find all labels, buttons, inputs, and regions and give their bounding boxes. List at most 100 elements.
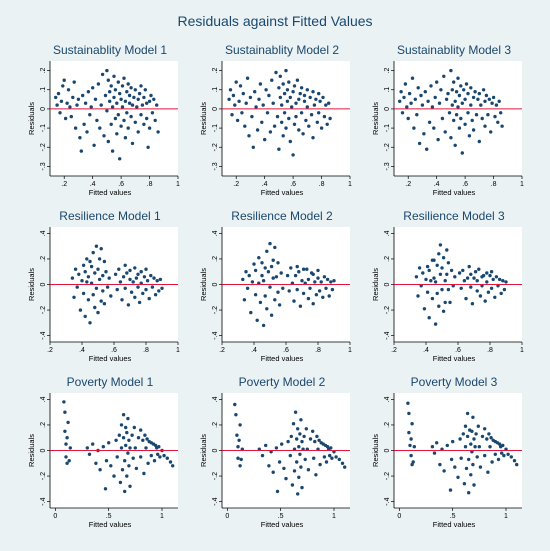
x-tick-label: 1 [520, 347, 524, 354]
y-tick-label: .2 [384, 256, 391, 262]
data-point [98, 126, 102, 130]
x-tick-label: .2 [233, 181, 239, 188]
data-point [146, 461, 150, 465]
data-point [68, 446, 73, 450]
data-point [269, 264, 274, 269]
data-point [302, 99, 307, 104]
x-axis-label: Fitted values [261, 354, 304, 363]
data-point [287, 289, 291, 293]
data-point [296, 492, 300, 496]
data-point [308, 95, 312, 100]
data-point [234, 80, 238, 84]
data-point [440, 287, 444, 292]
data-point [270, 78, 274, 82]
data-point [126, 303, 131, 307]
data-point [499, 111, 503, 115]
data-point [459, 286, 463, 290]
y-tick-label: .4 [212, 396, 219, 402]
data-point [459, 456, 463, 460]
data-point [469, 103, 473, 107]
data-point [168, 460, 173, 464]
data-point [462, 88, 466, 92]
data-point [456, 76, 460, 80]
data-point [294, 101, 298, 105]
data-point [117, 433, 122, 437]
data-point [413, 97, 417, 102]
data-point [116, 80, 121, 84]
data-point [75, 103, 79, 107]
data-point [83, 101, 88, 105]
data-point [81, 93, 85, 98]
data-point [456, 475, 460, 479]
data-point [469, 272, 473, 276]
data-point [137, 300, 142, 305]
data-point [407, 411, 411, 416]
data-point [89, 264, 94, 269]
x-tick-label: .2 [61, 181, 67, 188]
data-point [422, 307, 427, 311]
data-point [489, 130, 493, 134]
data-point [269, 313, 274, 317]
y-tick-label: -.4 [384, 331, 391, 339]
data-point [92, 143, 96, 147]
data-point [471, 95, 476, 100]
data-point [238, 423, 242, 427]
data-point [327, 294, 331, 298]
data-point [110, 105, 115, 109]
x-tick-label: 1 [176, 181, 180, 188]
data-point [277, 147, 281, 151]
data-point [295, 437, 299, 441]
data-point [120, 105, 125, 109]
data-point [452, 80, 456, 84]
data-point [470, 302, 475, 306]
y-tick-label: .2 [212, 68, 219, 74]
data-point [265, 249, 269, 253]
y-tick-label: .2 [40, 68, 47, 74]
data-point [88, 113, 92, 117]
data-point [340, 461, 345, 465]
data-point [261, 103, 265, 107]
data-point [279, 271, 283, 275]
data-point [432, 258, 436, 262]
data-point [316, 276, 320, 280]
data-point [454, 90, 459, 94]
data-point [479, 103, 483, 107]
y-axis-label: Residuals [27, 434, 36, 467]
data-point [292, 469, 297, 473]
data-point [81, 263, 86, 267]
data-point [112, 474, 116, 478]
data-point [65, 101, 69, 105]
data-point [230, 113, 234, 117]
x-tick-label: .5 [278, 513, 284, 520]
x-tick-label: 0 [397, 513, 401, 520]
data-point [102, 302, 107, 306]
data-point [424, 277, 428, 282]
data-point [433, 95, 437, 100]
scatter-panel-9: Poverty Model 3 -.4 -.2 0 .2 .4 0 .5 1 Fitted val… [371, 375, 522, 529]
data-point [317, 111, 321, 115]
data-point [291, 422, 296, 426]
data-point [118, 280, 123, 284]
data-point [115, 132, 119, 136]
data-point [319, 126, 324, 130]
data-point [69, 114, 74, 119]
y-tick-label: 0 [384, 107, 391, 111]
data-point [405, 105, 409, 109]
data-point [466, 91, 470, 96]
data-point [123, 263, 127, 267]
data-point [447, 111, 452, 115]
data-point [64, 455, 68, 459]
data-point [312, 103, 317, 107]
scatter-panel-3: Sustainablity Model 3 -.3 -.2 -.1 0 .1 .2 .2 .4.… [371, 43, 524, 197]
data-point [477, 91, 481, 96]
data-point [71, 95, 75, 100]
data-point [63, 410, 67, 414]
scatter-panel-8: Poverty Model 2 -.4 -.2 0 .2 .4 0 .5 1 Fitted val… [199, 375, 350, 529]
data-point [86, 298, 91, 302]
x-tick-label: 1 [348, 347, 352, 354]
data-point [261, 279, 266, 283]
data-point [456, 105, 460, 109]
data-point [125, 90, 129, 94]
data-point [452, 118, 456, 123]
data-point [162, 453, 166, 458]
